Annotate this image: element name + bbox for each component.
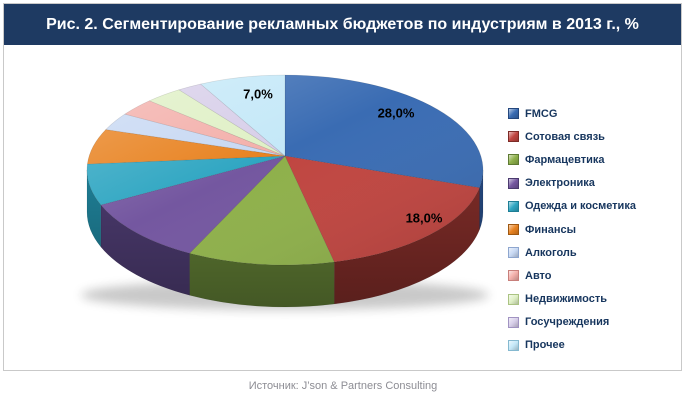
legend-label: Недвижимость	[525, 293, 607, 306]
legend-label: Госучреждения	[525, 316, 610, 329]
chart-frame: Рис. 2. Сегментирование рекламных бюджет…	[3, 3, 682, 371]
legend-label: Электроника	[525, 177, 595, 190]
legend-marker	[508, 200, 519, 212]
legend-marker	[508, 154, 519, 166]
legend-label: Сотовая связь	[525, 130, 605, 143]
legend-marker	[508, 247, 519, 259]
chart-legend: FMCG Сотовая связь Фармацевтика Электроника…	[508, 102, 636, 357]
legend-item-4: Одежда и косметика	[508, 195, 636, 218]
legend-item-3: Электроника	[508, 172, 636, 195]
legend-marker	[508, 316, 519, 328]
legend-item-9: Госучреждения	[508, 311, 636, 334]
chart-title-bar: Рис. 2. Сегментирование рекламных бюджет…	[4, 4, 681, 45]
legend-item-2: Фармацевтика	[508, 148, 636, 171]
chart-title: Рис. 2. Сегментирование рекламных бюджет…	[46, 15, 639, 33]
legend-item-6: Алкоголь	[508, 241, 636, 264]
source-note: Источник: J’son & Partners Consulting	[248, 380, 438, 392]
legend-marker	[508, 293, 519, 305]
legend-marker	[508, 177, 519, 189]
legend-item-10: Прочее	[508, 334, 636, 357]
legend-label: Финансы	[525, 223, 577, 236]
legend-label: Одежда и косметика	[525, 200, 636, 213]
legend-marker	[508, 339, 519, 351]
legend-marker	[508, 108, 519, 120]
pie-data-label-1: 18,0%	[406, 210, 443, 225]
legend-label: Фармацевтика	[525, 153, 605, 166]
pie-data-label-10: 7,0%	[243, 86, 273, 101]
legend-item-8: Недвижимость	[508, 288, 636, 311]
legend-label: Алкоголь	[525, 246, 577, 259]
legend-label: FMCG	[525, 107, 558, 120]
legend-item-1: Сотовая связь	[508, 125, 636, 148]
legend-item-7: Авто	[508, 264, 636, 287]
legend-marker	[508, 224, 519, 236]
legend-marker	[508, 131, 519, 143]
pie-data-label-0: 28,0%	[378, 105, 415, 120]
legend-marker	[508, 270, 519, 282]
legend-label: Авто	[525, 269, 552, 282]
legend-label: Прочее	[525, 339, 565, 352]
legend-item-0: FMCG	[508, 102, 636, 125]
legend-item-5: Финансы	[508, 218, 636, 241]
